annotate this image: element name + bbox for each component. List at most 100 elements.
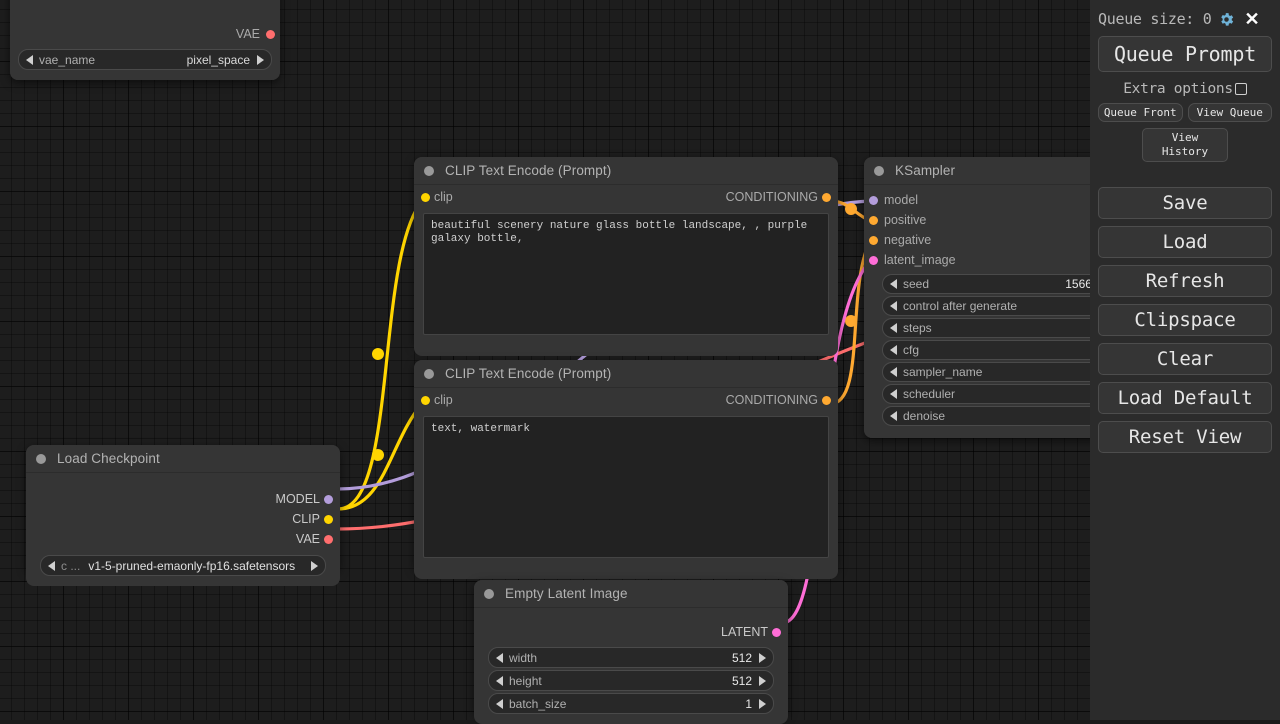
queue-front-button[interactable]: Queue Front bbox=[1098, 103, 1183, 122]
widget-label-batch-size: batch_size bbox=[509, 696, 567, 711]
widget-denoise[interactable]: denoise bbox=[882, 406, 1154, 426]
output-slot-vae[interactable]: VAE bbox=[10, 24, 280, 44]
widget-scheduler[interactable]: scheduler bbox=[882, 384, 1154, 404]
output-label-latent: LATENT bbox=[721, 625, 768, 639]
prompt-textarea-positive[interactable]: beautiful scenery nature glass bottle la… bbox=[423, 213, 829, 335]
collapse-dot-icon[interactable] bbox=[484, 588, 494, 599]
node-header-clip-positive[interactable]: CLIP Text Encode (Prompt) bbox=[414, 157, 838, 185]
collapse-dot-icon[interactable] bbox=[36, 453, 46, 464]
port-out-conditioning[interactable] bbox=[822, 192, 831, 202]
node-empty-latent-image[interactable]: Empty Latent Image LATENT width 512 heig… bbox=[474, 580, 788, 724]
increment-arrow-icon[interactable] bbox=[759, 652, 766, 663]
input-slot-negative[interactable]: negative bbox=[864, 230, 1164, 250]
node-load-vae[interactable]: Load VAE VAE vae_name pixel_space bbox=[10, 0, 280, 80]
increment-arrow-icon[interactable] bbox=[257, 54, 264, 65]
widget-vae-name[interactable]: vae_name pixel_space bbox=[18, 49, 272, 70]
view-queue-button[interactable]: View Queue bbox=[1187, 103, 1272, 122]
clipspace-button[interactable]: Clipspace bbox=[1098, 303, 1272, 336]
widget-label-cfg: cfg bbox=[903, 343, 920, 357]
node-clip-text-encode-positive[interactable]: CLIP Text Encode (Prompt) clip CONDITION… bbox=[414, 157, 838, 356]
widget-value-batch-size: 1 bbox=[745, 696, 752, 711]
output-slot-clip[interactable]: CLIP bbox=[26, 509, 340, 529]
output-slot-vae[interactable]: VAE bbox=[26, 529, 340, 549]
collapse-dot-icon[interactable] bbox=[424, 165, 434, 176]
widget-label-sampler-name: sampler_name bbox=[903, 365, 983, 379]
decrement-arrow-icon[interactable] bbox=[496, 698, 503, 709]
output-slot-latent[interactable]: LATENT bbox=[474, 622, 788, 642]
view-history-button[interactable]: View History bbox=[1142, 128, 1228, 162]
node-title-load-checkpoint: Load Checkpoint bbox=[57, 451, 160, 466]
refresh-button[interactable]: Refresh bbox=[1098, 264, 1272, 297]
increment-arrow-icon[interactable] bbox=[759, 698, 766, 709]
slot-row-clip-positive: clip CONDITIONING bbox=[414, 185, 838, 209]
node-header-clip-negative[interactable]: CLIP Text Encode (Prompt) bbox=[414, 360, 838, 388]
extra-options-checkbox[interactable] bbox=[1234, 83, 1247, 95]
gear-icon[interactable] bbox=[1218, 11, 1235, 28]
port-out-latent[interactable] bbox=[772, 627, 781, 637]
decrement-arrow-icon[interactable] bbox=[890, 301, 897, 311]
port-in-negative[interactable] bbox=[869, 235, 878, 245]
widget-value-width: 512 bbox=[731, 650, 752, 665]
load-default-button[interactable]: Load Default bbox=[1098, 381, 1272, 414]
decrement-arrow-icon[interactable] bbox=[496, 652, 503, 663]
node-header-empty-latent[interactable]: Empty Latent Image bbox=[474, 580, 788, 608]
decrement-arrow-icon[interactable] bbox=[890, 367, 897, 377]
prompt-textarea-negative[interactable]: text, watermark bbox=[423, 416, 829, 558]
widget-label-steps: steps bbox=[903, 321, 932, 335]
node-clip-text-encode-negative[interactable]: CLIP Text Encode (Prompt) clip CONDITION… bbox=[414, 360, 838, 579]
output-label-conditioning: CONDITIONING bbox=[725, 393, 818, 407]
load-button[interactable]: Load bbox=[1098, 225, 1272, 258]
widget-control-after-generate[interactable]: control after generate ran bbox=[882, 296, 1154, 316]
increment-arrow-icon[interactable] bbox=[311, 560, 318, 571]
reset-view-button[interactable]: Reset View bbox=[1098, 420, 1272, 453]
clear-button[interactable]: Clear bbox=[1098, 342, 1272, 375]
collapse-dot-icon[interactable] bbox=[874, 165, 884, 176]
decrement-arrow-icon[interactable] bbox=[890, 411, 897, 421]
decrement-arrow-icon[interactable] bbox=[496, 675, 503, 686]
decrement-arrow-icon[interactable] bbox=[48, 560, 55, 571]
decrement-arrow-icon[interactable] bbox=[890, 345, 897, 355]
collapse-dot-icon[interactable] bbox=[424, 368, 434, 379]
port-out-conditioning[interactable] bbox=[822, 395, 831, 405]
port-in-model[interactable] bbox=[869, 195, 878, 205]
widget-width[interactable]: width 512 bbox=[488, 647, 774, 668]
port-out-vae[interactable] bbox=[324, 534, 333, 544]
node-body-load-vae: VAE vae_name pixel_space bbox=[10, 0, 280, 80]
input-label-model: model bbox=[884, 193, 919, 207]
node-body-clip-positive: clip CONDITIONING beautiful scenery natu… bbox=[414, 185, 838, 356]
widget-sampler-name[interactable]: sampler_name bbox=[882, 362, 1154, 382]
node-title-empty-latent: Empty Latent Image bbox=[505, 586, 628, 601]
widget-ckpt-name[interactable]: c ... v1-5-pruned-emaonly-fp16.safetenso… bbox=[40, 555, 326, 576]
port-out-clip[interactable] bbox=[324, 514, 333, 524]
extra-options-label: Extra options bbox=[1123, 81, 1233, 97]
sidebar-header: Queue size: 0 ✕ bbox=[1098, 6, 1272, 32]
port-in-latent-image[interactable] bbox=[869, 255, 878, 265]
decrement-arrow-icon[interactable] bbox=[890, 323, 897, 333]
queue-prompt-button[interactable]: Queue Prompt bbox=[1098, 36, 1272, 72]
node-header-load-checkpoint[interactable]: Load Checkpoint bbox=[26, 445, 340, 473]
port-out-vae[interactable] bbox=[266, 29, 275, 39]
widget-steps[interactable]: steps bbox=[882, 318, 1154, 338]
output-slot-model[interactable]: MODEL bbox=[26, 489, 340, 509]
output-label-vae: VAE bbox=[235, 27, 260, 41]
port-out-model[interactable] bbox=[324, 494, 333, 504]
node-load-checkpoint[interactable]: Load Checkpoint MODEL CLIP VAE c ... v1-… bbox=[26, 445, 340, 586]
widget-label-vae-name: vae_name bbox=[39, 52, 96, 67]
widget-batch-size[interactable]: batch_size 1 bbox=[488, 693, 774, 714]
widget-height[interactable]: height 512 bbox=[488, 670, 774, 691]
input-slot-positive[interactable]: positive bbox=[864, 210, 1164, 230]
increment-arrow-icon[interactable] bbox=[759, 675, 766, 686]
widget-cfg[interactable]: cfg bbox=[882, 340, 1154, 360]
output-label-clip: CLIP bbox=[292, 512, 320, 526]
close-icon[interactable]: ✕ bbox=[1244, 9, 1260, 29]
decrement-arrow-icon[interactable] bbox=[26, 54, 33, 65]
port-in-positive[interactable] bbox=[869, 215, 878, 225]
input-slot-model[interactable]: model bbox=[864, 190, 1164, 210]
input-slot-latent-image[interactable]: latent_image bbox=[864, 250, 1164, 270]
save-button[interactable]: Save bbox=[1098, 186, 1272, 219]
port-in-clip[interactable] bbox=[421, 192, 430, 202]
node-title-clip-negative: CLIP Text Encode (Prompt) bbox=[445, 366, 612, 381]
port-in-clip[interactable] bbox=[421, 395, 430, 405]
decrement-arrow-icon[interactable] bbox=[890, 389, 897, 399]
decrement-arrow-icon[interactable] bbox=[890, 279, 897, 289]
